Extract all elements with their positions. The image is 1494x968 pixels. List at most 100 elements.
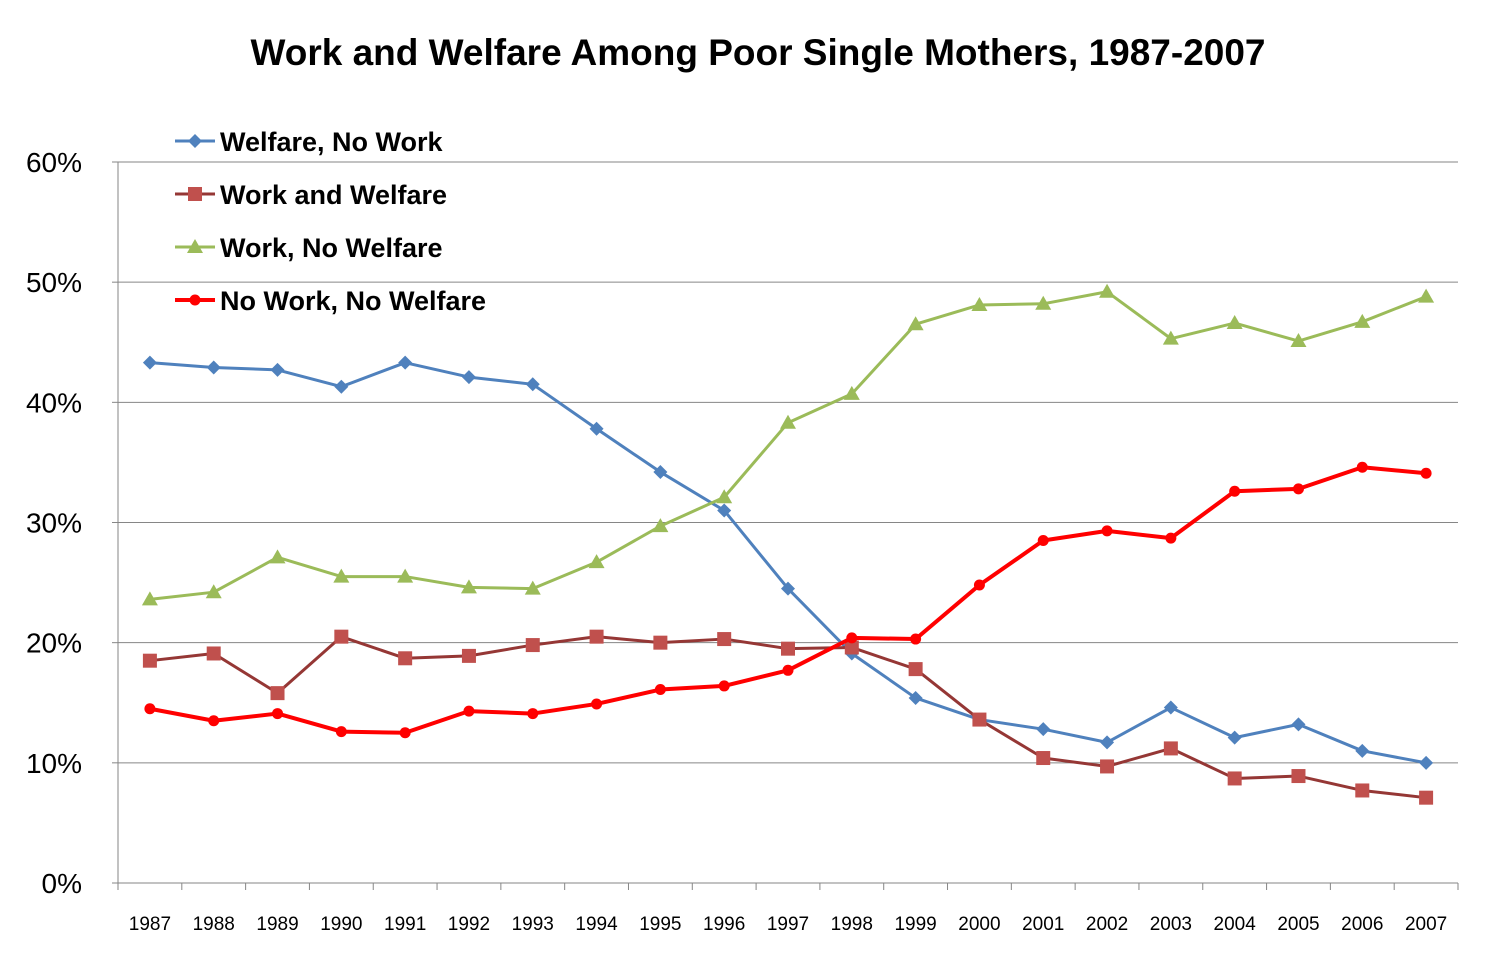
data-point [973,579,985,591]
data-point [1036,751,1051,766]
x-tick-label: 2001 [1022,914,1064,935]
data-point [527,708,539,720]
data-point [908,662,923,677]
data-point [843,385,860,400]
data-point [781,641,795,656]
data-point [1035,295,1052,310]
data-point [398,651,413,666]
data-point [1291,769,1306,784]
x-tick-label: 1992 [448,914,490,935]
series-line [149,465,1427,735]
data-point [1100,735,1115,750]
data-point [461,648,476,663]
x-tick-label: 2006 [1341,914,1383,935]
series-work-and-welfare [142,629,1434,805]
x-tick-label: 1996 [703,914,745,935]
y-tick-label: 30% [26,508,82,539]
data-point [1418,288,1435,303]
data-point [1037,535,1049,547]
legend-item: Work, No Welfare [175,233,443,263]
legend-marker [189,294,201,306]
data-point [1100,759,1115,774]
chart-title: Work and Welfare Among Poor Single Mothe… [250,32,1265,73]
data-point [1227,771,1242,786]
data-point [971,296,988,311]
data-point [334,629,349,644]
data-point [1226,315,1243,330]
data-point [844,640,859,655]
data-point [589,629,604,644]
legend-label: Work, No Welfare [220,233,443,263]
data-point [653,465,668,480]
data-point [781,581,795,596]
data-point [460,579,477,594]
series-no-work-no-welfare [144,461,1432,739]
data-point [1227,730,1242,745]
data-point [718,680,730,692]
x-tick-label: 1995 [639,914,681,935]
data-point [716,489,733,504]
data-point [1036,722,1051,737]
legend-item: Work and Welfare [175,180,447,210]
data-point [524,580,541,595]
data-point [398,355,413,370]
data-point [1419,790,1434,805]
data-point [910,633,922,645]
legend-marker [188,134,202,148]
x-tick-label: 1988 [193,914,235,935]
data-point [1099,283,1116,298]
data-point [588,554,605,569]
data-point [205,584,222,599]
data-point [334,379,349,394]
x-tick-label: 2002 [1086,914,1128,935]
data-point [589,421,604,436]
data-point [208,715,220,727]
data-point [972,712,987,727]
x-tick-label: 2003 [1150,914,1192,935]
y-tick-label: 60% [26,147,82,178]
y-tick-label: 50% [26,267,82,298]
data-point [1163,741,1178,756]
y-tick-label: 0% [42,868,82,899]
x-tick-label: 1993 [512,914,554,935]
data-point [846,632,858,644]
x-tick-label: 2007 [1405,914,1447,935]
data-point [591,698,603,710]
data-point [717,503,732,518]
data-point [206,360,221,375]
data-point [1419,755,1434,770]
data-point [1290,333,1307,348]
x-tick-label: 2000 [958,914,1000,935]
data-point [1101,525,1113,537]
legend-item: No Work, No Welfare [175,286,486,316]
data-point [653,635,668,650]
data-point [399,727,411,739]
y-tick-label: 40% [26,387,82,418]
data-point [525,638,540,653]
x-tick-label: 2005 [1277,914,1319,935]
legend-item: Welfare, No Work [175,127,444,157]
data-point [397,568,414,583]
x-tick-label: 1999 [894,914,936,935]
data-point [1354,313,1371,328]
data-point [1420,467,1432,479]
axes: 0% 10% 20% 30% 40% 50% 60% 1987 1988 1989 1990 1991… [26,147,1459,935]
y-tick-label: 20% [26,628,82,659]
data-point [270,362,285,377]
data-point [142,653,157,668]
data-point [780,414,796,429]
legend-marker [187,239,203,253]
x-tick-label: 1987 [129,914,171,935]
x-tick-label: 1994 [575,914,618,935]
data-point [652,518,669,533]
data-point [1292,483,1304,495]
data-point [463,705,475,717]
data-point [1355,783,1370,798]
legend-label: Work and Welfare [220,180,447,210]
series-work-no-welfare [141,283,1435,606]
legend-label: No Work, No Welfare [220,286,486,316]
data-point [908,690,923,705]
x-tick-label: 1997 [767,914,809,935]
data-point [1162,330,1179,345]
